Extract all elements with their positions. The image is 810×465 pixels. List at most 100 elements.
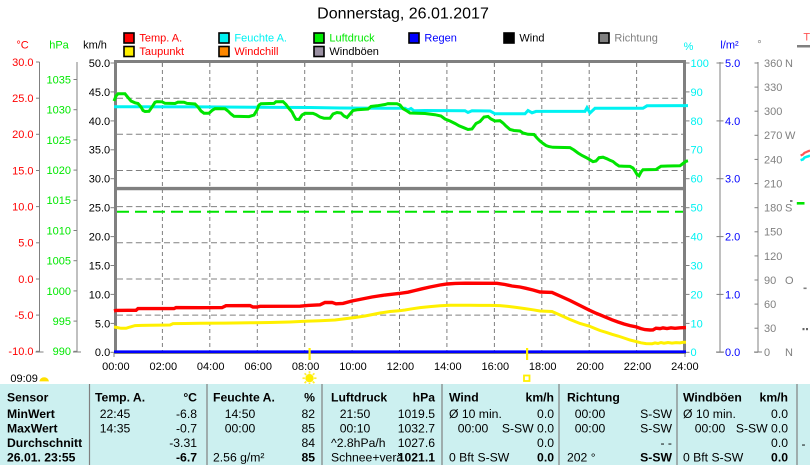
svg-text:22:45: 22:45	[100, 407, 131, 421]
svg-text:0.0: 0.0	[95, 347, 110, 359]
svg-text:25.0: 25.0	[12, 93, 33, 105]
svg-text:1000: 1000	[47, 286, 71, 298]
svg-text:km/h: km/h	[526, 391, 554, 405]
svg-text:1035: 1035	[47, 74, 71, 86]
svg-text:1.0: 1.0	[725, 289, 740, 301]
svg-text:%: %	[304, 391, 315, 405]
svg-text:60: 60	[691, 174, 703, 186]
svg-text:40.0: 40.0	[89, 116, 110, 128]
svg-text:-0.7: -0.7	[176, 422, 197, 436]
svg-text:-10.0: -10.0	[8, 346, 33, 358]
svg-text:3.0: 3.0	[725, 174, 740, 186]
svg-text:30.0: 30.0	[89, 174, 110, 186]
svg-text:0 Bft S-SW: 0 Bft S-SW	[683, 451, 744, 465]
svg-text:Wind: Wind	[519, 33, 544, 45]
svg-text:1015: 1015	[47, 195, 71, 207]
svg-text:km/h: km/h	[83, 40, 107, 52]
svg-text:00:00: 00:00	[695, 422, 726, 436]
svg-text:00:10: 00:10	[340, 422, 371, 436]
svg-text:Luftdruck: Luftdruck	[331, 391, 387, 405]
svg-text:2.0: 2.0	[725, 232, 740, 244]
svg-text:Schnee+verä: Schnee+verä	[331, 451, 403, 465]
svg-text:-6.7: -6.7	[176, 451, 197, 465]
svg-text:0.0: 0.0	[18, 274, 33, 286]
svg-text:Temp. A.: Temp. A.	[95, 391, 145, 405]
svg-text:km/h: km/h	[760, 391, 788, 405]
svg-text:14:00: 14:00	[434, 361, 462, 373]
svg-text:^2.8hPa/h: ^2.8hPa/h	[331, 436, 386, 450]
svg-text:Durchschnitt: Durchschnitt	[7, 436, 82, 450]
svg-text:20.0: 20.0	[12, 129, 33, 141]
svg-text:08:00: 08:00	[292, 361, 320, 373]
svg-text:12:00: 12:00	[387, 361, 415, 373]
svg-text:22:00: 22:00	[624, 361, 652, 373]
svg-text:1020: 1020	[47, 165, 71, 177]
svg-text:995: 995	[53, 316, 71, 328]
svg-text:180: 180	[764, 203, 782, 215]
svg-text:30.0: 30.0	[12, 57, 33, 69]
svg-text:15.0: 15.0	[12, 165, 33, 177]
svg-text:30: 30	[691, 260, 703, 272]
svg-text:202 °: 202 °	[567, 451, 596, 465]
svg-text:100: 100	[691, 58, 709, 70]
svg-text:S: S	[785, 203, 792, 215]
svg-text:T: T	[803, 32, 810, 44]
svg-text:02:00: 02:00	[150, 361, 178, 373]
svg-text:0.0: 0.0	[771, 451, 788, 465]
svg-text:00:00: 00:00	[575, 422, 606, 436]
svg-text:120: 120	[764, 251, 782, 263]
svg-text:14:50: 14:50	[225, 407, 256, 421]
svg-text:Taupunkt: Taupunkt	[139, 46, 184, 58]
svg-text:2.56 g/m²: 2.56 g/m²	[213, 451, 264, 465]
svg-text:S-SW: S-SW	[640, 451, 672, 465]
svg-text:18:00: 18:00	[529, 361, 557, 373]
svg-text:80: 80	[691, 116, 703, 128]
svg-text:0.0: 0.0	[537, 451, 554, 465]
svg-text:1019.5: 1019.5	[398, 407, 435, 421]
svg-text:0.0: 0.0	[725, 347, 740, 359]
svg-text:84: 84	[301, 436, 315, 450]
svg-text:10: 10	[691, 318, 703, 330]
svg-text:25.0: 25.0	[89, 203, 110, 215]
svg-text:60: 60	[764, 299, 776, 311]
svg-text:°C: °C	[183, 391, 197, 405]
svg-text:0.0: 0.0	[771, 407, 788, 421]
svg-text:360: 360	[764, 58, 782, 70]
svg-text:°C: °C	[16, 40, 28, 52]
svg-text:50.0: 50.0	[89, 58, 110, 70]
svg-text:0.0: 0.0	[537, 436, 554, 450]
svg-text:Windböen: Windböen	[683, 391, 742, 405]
svg-text:1005: 1005	[47, 256, 71, 268]
svg-text:90: 90	[691, 87, 703, 99]
svg-text:%: %	[684, 41, 694, 53]
svg-text:S-SW: S-SW	[640, 422, 672, 436]
svg-text:20: 20	[691, 289, 703, 301]
svg-text:20:00: 20:00	[576, 361, 604, 373]
svg-text:330: 330	[764, 82, 782, 94]
svg-text:5.0: 5.0	[18, 238, 33, 250]
svg-text:1025: 1025	[47, 135, 71, 147]
svg-text:06:00: 06:00	[244, 361, 272, 373]
svg-text:85: 85	[301, 451, 315, 465]
svg-text:90: 90	[764, 275, 776, 287]
svg-text:1027.6: 1027.6	[398, 436, 435, 450]
svg-text:00:00: 00:00	[458, 422, 489, 436]
svg-text:270: 270	[764, 130, 782, 142]
svg-text:5.0: 5.0	[95, 318, 110, 330]
svg-text:70: 70	[691, 145, 703, 157]
svg-text:S-SW 0.0: S-SW 0.0	[736, 422, 788, 436]
svg-text:15.0: 15.0	[89, 260, 110, 272]
svg-text:Luftdruck: Luftdruck	[329, 33, 375, 45]
svg-text:1032.7: 1032.7	[398, 422, 435, 436]
svg-text:Sensor: Sensor	[7, 391, 49, 405]
svg-text:10.0: 10.0	[12, 202, 33, 214]
svg-text:Donnerstag, 26.01.2017: Donnerstag, 26.01.2017	[317, 6, 489, 23]
svg-text:-5.0: -5.0	[15, 310, 34, 322]
svg-text:14:35: 14:35	[100, 422, 131, 436]
svg-text:1021.1: 1021.1	[398, 451, 435, 465]
svg-text:W: W	[785, 130, 796, 142]
svg-text:S-SW 0.0: S-SW 0.0	[502, 422, 554, 436]
svg-text:20.0: 20.0	[89, 232, 110, 244]
svg-text:S-SW: S-SW	[640, 407, 672, 421]
svg-text:16:00: 16:00	[482, 361, 510, 373]
